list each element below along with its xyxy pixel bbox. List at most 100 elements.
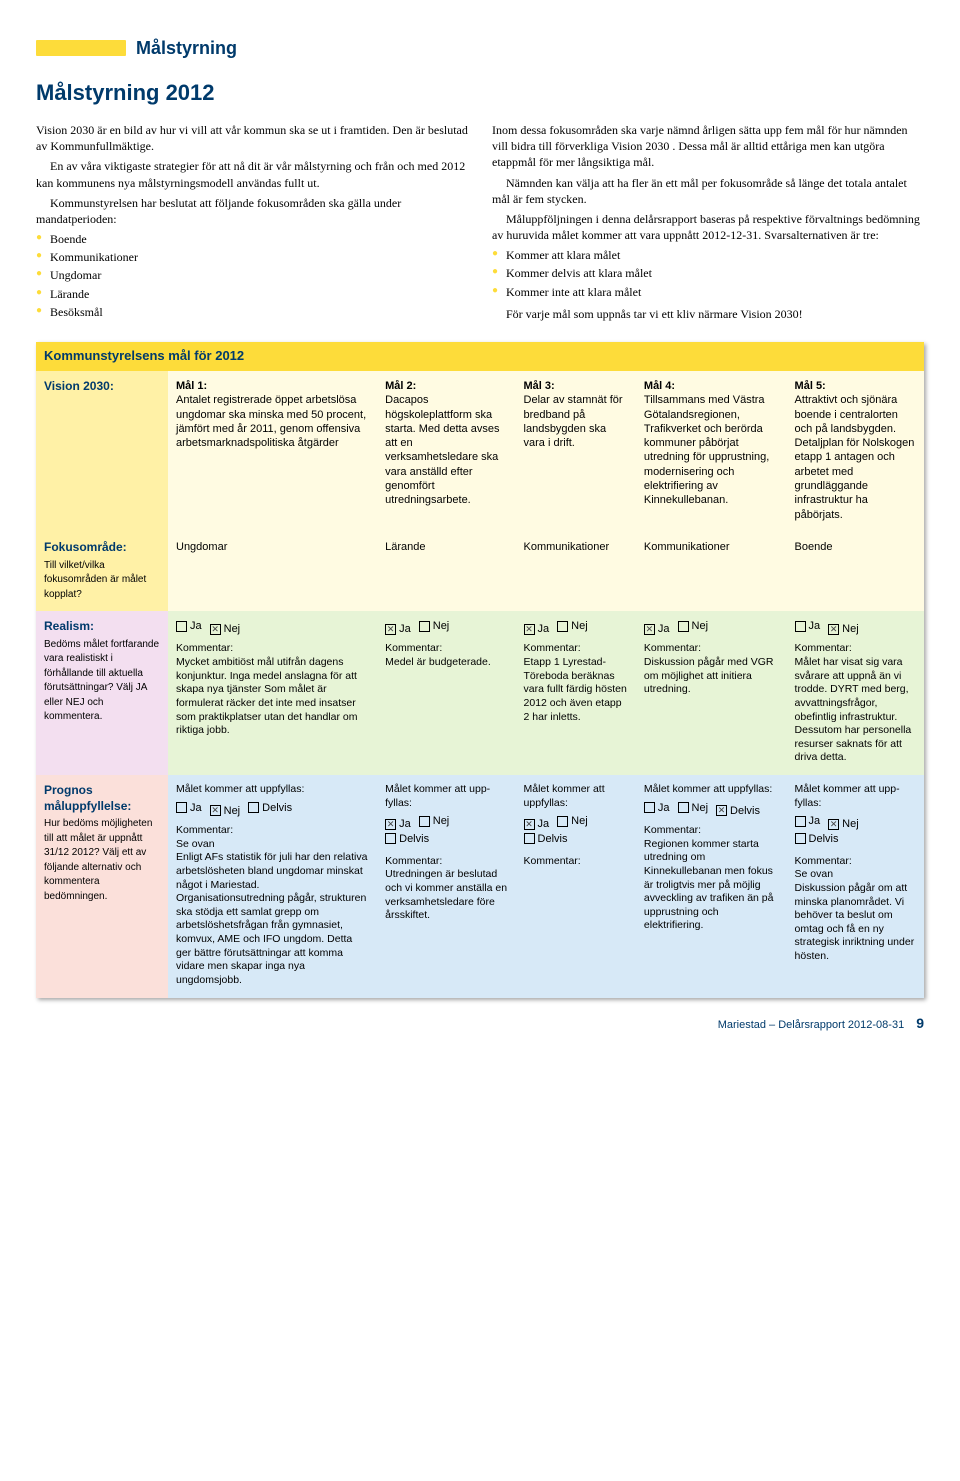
mal-head: Mål 2:: [385, 380, 416, 392]
mal-cell: Mål 5: Attraktivt och sjönära boende i ce…: [787, 371, 924, 532]
checkbox: Ja: [385, 817, 411, 831]
focus-label: Fokusområde:: [44, 540, 160, 556]
checkbox: Nej: [557, 619, 588, 633]
checkbox-box: [419, 816, 430, 827]
checkbox-box: [795, 621, 806, 632]
prognos-cell: Målet kommer att upp­fyllas:JaNejDelvisK…: [516, 775, 636, 998]
prognos-cell: Målet kommer att upp­fyllas:JaNejDelvisK…: [377, 775, 515, 998]
checkbox: Delvis: [795, 832, 839, 846]
mal-text: Attraktivt och sjönära boende i centralo…: [795, 394, 915, 520]
uppfyllas-text: Målet kommer att upp­fyllas:: [524, 783, 628, 810]
focus-cell: Kommunikationer: [516, 532, 636, 611]
page-footer: Mariestad – Delårsrapport 2012-08-31 9: [36, 1014, 924, 1033]
checkbox: Ja: [644, 801, 670, 815]
checkbox-box: [524, 624, 535, 635]
checkbox: Ja: [176, 619, 202, 633]
mal-cell: Mål 1: Antalet registrerade öppet arbetsl…: [168, 371, 377, 532]
checkbox-box: [176, 802, 187, 813]
checkbox: Ja: [644, 622, 670, 636]
focus-sub: Till vilket/vilka fokusområden är målet …: [44, 560, 146, 600]
checkbox: Nej: [828, 817, 859, 831]
checkbox-box: [678, 802, 689, 813]
checkbox-box: [524, 819, 535, 830]
checkbox-box: [385, 819, 396, 830]
mal-text: Tillsammans med Västra Götalandsregionen…: [644, 394, 769, 506]
intro-right-p2: Nämnden kan välja att ha fler än ett mål…: [492, 175, 924, 207]
prognos-comment: Se ovanDiskussion pågår om att minska pl…: [795, 868, 916, 963]
realism-cell: JaNejKommentar:Diskussion pågår med VGR …: [636, 611, 787, 775]
checkbox: Delvis: [524, 832, 568, 846]
uppfyllas-text: Målet kommer att upp­fyllas:: [385, 783, 507, 810]
prognos-cell: Målet kommer att upp­fyllas:JaNejDelvisK…: [636, 775, 787, 998]
kommentar-label: Kommentar:: [524, 855, 628, 869]
kommentar-label: Kommentar:: [385, 642, 507, 656]
focus-label-cell: Fokusområde: Till vilket/vilka fokusområ…: [36, 532, 168, 611]
goals-table: Kommunstyrelsens mål för 2012 Vision 203…: [36, 342, 924, 998]
mal-head: Mål 5:: [795, 380, 826, 392]
checkbox-box: [644, 624, 655, 635]
focus-row: Fokusområde: Till vilket/vilka fokusområ…: [36, 532, 924, 611]
mal-text: Antalet registrerade öppet arbetslösa un…: [176, 394, 366, 449]
checkbox: Nej: [678, 619, 709, 633]
checkbox: Nej: [419, 814, 450, 828]
kommentar-label: Kommentar:: [524, 642, 628, 656]
checkbox-box: [419, 621, 430, 632]
kommentar-label: Kommentar:: [176, 824, 369, 838]
checkbox: Ja: [176, 801, 202, 815]
intro-right-p3: Måluppföljningen i denna delårsrapport b…: [492, 211, 924, 243]
checkbox: Nej: [828, 622, 859, 636]
kommentar-label: Kommentar:: [385, 855, 507, 869]
intro-right-p1: Inom dessa fokusområden ska varje nämnd …: [492, 122, 924, 171]
mal-head: Mål 1:: [176, 380, 207, 392]
vision-label-cell: Vision 2030:: [36, 371, 168, 532]
realism-cell: JaNejKommentar:Mycket ambitiöst mål utif…: [168, 611, 377, 775]
checkbox-box: [385, 833, 396, 844]
checkbox: Nej: [678, 801, 709, 815]
checkbox: Ja: [795, 814, 821, 828]
checkbox: Delvis: [716, 804, 760, 818]
intro-left: Vision 2030 är en bild av hur vi vill at…: [36, 122, 468, 326]
checkbox-box: [644, 802, 655, 813]
checkbox-box: [385, 624, 396, 635]
checkbox: Nej: [419, 619, 450, 633]
checkbox-box: [795, 816, 806, 827]
mal-cell: Mål 2:Dacapos högskoleplattform ska star…: [377, 371, 515, 532]
focus-cell: Ungdomar: [168, 532, 377, 611]
intro-right: Inom dessa fokusområden ska varje nämnd …: [492, 122, 924, 326]
realism-label: Realism:: [44, 619, 160, 635]
prognos-label: Prognos måluppfyllelse:: [44, 783, 160, 814]
bullet-item: Kommunikationer: [36, 249, 468, 265]
kommentar-label: Kommentar:: [795, 642, 916, 656]
prognos-cell: Målet kommer att upp­fyllas:JaNejDelvisK…: [787, 775, 924, 998]
checkbox: Ja: [524, 817, 550, 831]
mal-head: Mål 3:: [524, 380, 555, 392]
realism-comment: Etapp 1 Lyrestad-Töreboda beräknas vara …: [524, 656, 628, 724]
checkbox: Ja: [524, 622, 550, 636]
uppfyllas-text: Målet kommer att upp­fyllas:: [176, 783, 369, 797]
intro-right-bullets: Kommer att klara målet Kommer delvis att…: [492, 247, 924, 300]
realism-cell: JaNejKommentar:Medel är budgeterade.: [377, 611, 515, 775]
vision-row: Vision 2030: Mål 1: Antalet registrerade …: [36, 371, 924, 532]
table-header-row: Kommunstyrelsens mål för 2012: [36, 342, 924, 371]
tab-bar: [36, 40, 126, 56]
uppfyllas-text: Målet kommer att upp­fyllas:: [795, 783, 916, 810]
focus-cell: Boende: [787, 532, 924, 611]
checkbox-box: [557, 621, 568, 632]
mal-head: Mål 4:: [644, 380, 675, 392]
checkbox: Nej: [210, 622, 241, 636]
realism-label-cell: Realism: Bedöms målet fortfarande vara r…: [36, 611, 168, 775]
checkbox-box: [524, 833, 535, 844]
checkbox: Nej: [210, 804, 241, 818]
realism-comment: Diskussion pågår med VGR om möjlighet at…: [644, 656, 779, 697]
checkbox-box: [828, 624, 839, 635]
checkbox-box: [248, 802, 259, 813]
table-header: Kommunstyrelsens mål för 2012: [36, 342, 924, 371]
realism-sub: Bedöms målet fortfarande vara realistisk…: [44, 639, 159, 723]
checkbox-box: [557, 816, 568, 827]
checkbox-box: [176, 621, 187, 632]
bullet-item: Kommer att klara målet: [492, 247, 924, 263]
kommentar-label: Kommentar:: [176, 642, 369, 656]
bullet-item: Besöksmål: [36, 304, 468, 320]
intro-right-p4: För varje mål som uppnås tar vi ett kliv…: [492, 306, 924, 322]
section-tab-title: Målstyrning: [136, 36, 237, 60]
